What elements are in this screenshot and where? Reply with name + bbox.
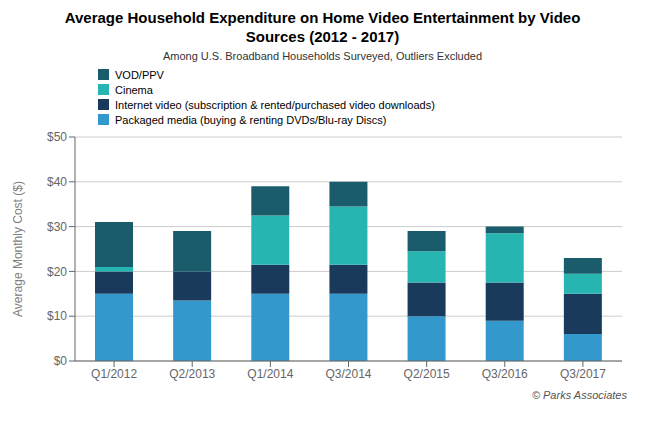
html-text:© Parks Associates: © Parks Associates (531, 389, 627, 401)
html-text:Cinema: Cinema (115, 83, 153, 96)
html-text:Packaged media (buying & renti: Packaged media (buying & renting DVDs/Bl… (115, 113, 387, 126)
svg-text:Q1/2014: Q1/2014 (247, 367, 293, 381)
svg-text:Q2/2015: Q2/2015 (404, 367, 450, 381)
svg-text:$0: $0 (54, 354, 68, 368)
svg-text:Q3/2014: Q3/2014 (325, 367, 371, 381)
svg-text:Q2/2013: Q2/2013 (169, 367, 215, 381)
svg-text:$20: $20 (47, 265, 67, 279)
svg-text:Q3/2017: Q3/2017 (560, 367, 606, 381)
svg-text:$40: $40 (47, 175, 67, 189)
html-text:Internet video (subscription &: Internet video (subscription & rented/pu… (115, 98, 435, 111)
svg-text:$30: $30 (47, 220, 67, 234)
svg-text:Q1/2012: Q1/2012 (91, 367, 137, 381)
svg-text:$50: $50 (47, 130, 67, 144)
html-text:VOD/PPV: VOD/PPV (115, 68, 164, 81)
svg-text:Average Monthly Cost ($): Average Monthly Cost ($) (11, 181, 25, 317)
svg-text:Q3/2016: Q3/2016 (482, 367, 528, 381)
html-text:Among U.S. Broadband Household: Among U.S. Broadband Households Surveyed… (162, 50, 483, 62)
svg-text:$10: $10 (47, 309, 67, 323)
html-text:Average Household Expenditure: Average Household Expenditure on Home Vi… (64, 9, 581, 45)
